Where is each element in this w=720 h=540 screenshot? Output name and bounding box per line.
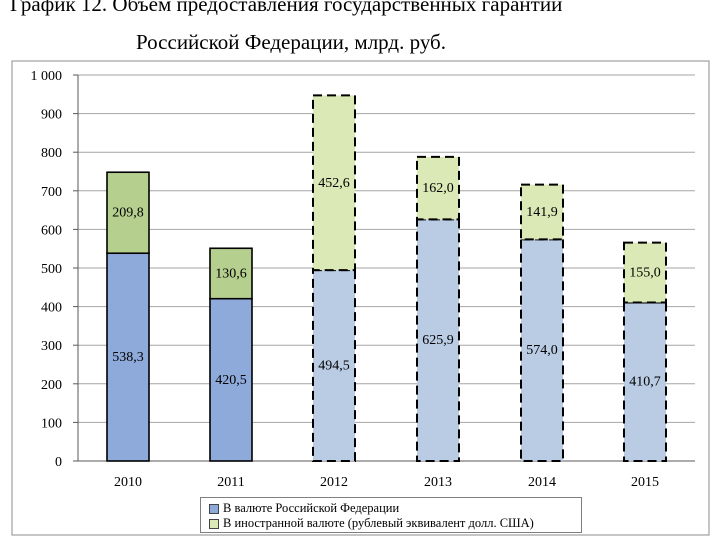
bar-segment-foreign-2012 — [312, 94, 356, 272]
legend-item-rub: В валюте Российской Федерации — [209, 501, 399, 516]
x-tick-label-2012: 2012 — [320, 475, 348, 490]
chart-title-line-2: Российской Федерации, млрд. руб. — [136, 30, 446, 54]
chart-legend: В валюте Российской Федерации В иностран… — [200, 497, 582, 533]
y-tick-label: 700 — [41, 185, 62, 200]
data-label-foreign-2013: 162,0 — [422, 181, 454, 196]
data-label-foreign-2012: 452,6 — [318, 176, 350, 191]
bar-segment-foreign-2014 — [520, 183, 564, 241]
y-tick-label: 600 — [41, 223, 62, 238]
y-tick-label: 500 — [41, 262, 62, 277]
bar-segment-rub-2014 — [520, 238, 564, 462]
legend-label-rub: В валюте Российской Федерации — [223, 501, 400, 515]
y-tick-label: 800 — [41, 146, 62, 161]
x-tick-label-2010: 2010 — [114, 475, 142, 490]
x-tick-label-2011: 2011 — [217, 475, 244, 490]
bar-segment-foreign-2013 — [416, 155, 460, 221]
data-label-rub-2010: 538,3 — [112, 350, 144, 365]
legend-swatch-foreign — [209, 518, 219, 529]
bar-segment-rub-2012 — [312, 269, 356, 462]
bar-segment-foreign-2010 — [106, 171, 150, 255]
data-label-foreign-2010: 209,8 — [112, 206, 144, 221]
legend-item-foreign: В иностранной валюте (рублевый эквивален… — [209, 516, 534, 531]
bar-segment-foreign-2015 — [623, 241, 667, 304]
x-tick-label-2014: 2014 — [528, 475, 556, 490]
data-label-foreign-2014: 141,9 — [526, 205, 558, 220]
y-tick-label: 900 — [41, 108, 62, 123]
y-tick-label: 1 000 — [31, 69, 63, 84]
data-label-rub-2012: 494,5 — [318, 359, 350, 374]
x-tick-label-2013: 2013 — [424, 475, 452, 490]
bar-segment-rub-2010 — [106, 252, 150, 462]
chart-title-line-1: График 12. Объем предоставления государс… — [10, 0, 563, 16]
data-label-rub-2015: 410,7 — [629, 375, 661, 390]
y-tick-label: 100 — [41, 416, 62, 431]
x-tick-label-2015: 2015 — [631, 475, 659, 490]
y-tick-label: 300 — [41, 339, 62, 354]
y-tick-label: 0 — [55, 455, 62, 470]
data-label-rub-2014: 574,0 — [526, 343, 558, 358]
data-label-rub-2013: 625,9 — [422, 333, 454, 348]
legend-label-foreign: В иностранной валюте (рублевый эквивален… — [223, 516, 534, 530]
data-label-foreign-2015: 155,0 — [629, 266, 661, 281]
y-tick-label: 400 — [41, 301, 62, 316]
data-label-foreign-2011: 130,6 — [215, 266, 247, 281]
bar-segment-foreign-2011 — [209, 247, 253, 300]
data-label-rub-2011: 420,5 — [215, 373, 247, 388]
legend-swatch-rub — [209, 503, 219, 514]
y-tick-label: 200 — [41, 378, 62, 393]
